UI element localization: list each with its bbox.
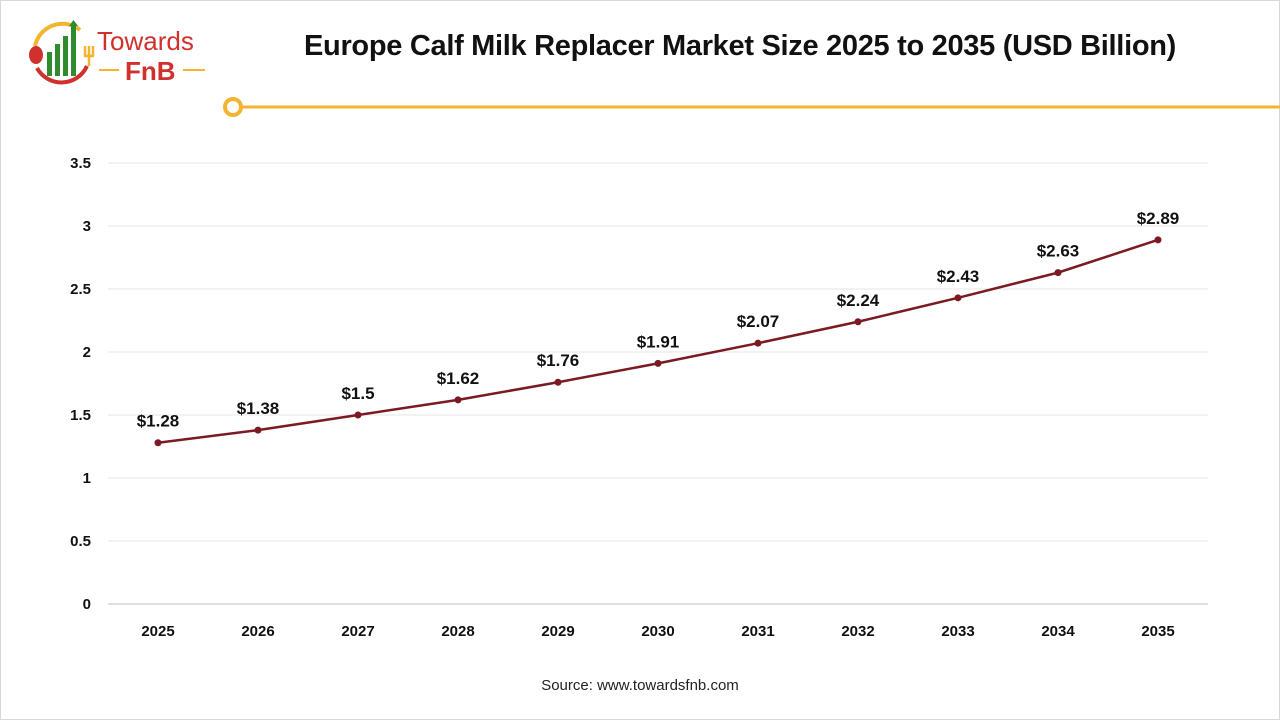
data-point [1054,269,1062,277]
y-tick-label: 3 [83,218,91,235]
towards-fnb-logo: Towards FnB [25,18,215,88]
y-tick-label: 0 [83,596,91,613]
x-tick-label: 2026 [241,623,274,640]
data-label: $1.28 [137,412,180,431]
x-tick-label: 2027 [341,623,374,640]
data-point [754,339,762,347]
data-label: $1.76 [537,351,580,370]
data-point [1154,236,1162,244]
data-label: $2.24 [837,291,880,310]
data-label: $2.63 [1037,242,1080,261]
data-point [954,294,962,302]
y-tick-label: 2 [83,344,91,361]
x-tick-label: 2032 [841,623,874,640]
x-tick-label: 2029 [541,623,574,640]
y-tick-label: 3.5 [70,155,91,172]
x-tick-label: 2033 [941,623,974,640]
data-label: $1.62 [437,369,480,388]
y-tick-label: 1 [83,470,91,487]
y-tick-label: 1.5 [70,407,91,424]
x-tick-label: 2025 [141,623,174,640]
data-label: $2.89 [1137,209,1180,228]
data-point [554,378,562,386]
data-point [254,426,262,434]
x-tick-label: 2028 [441,623,474,640]
x-tick-label: 2030 [641,623,674,640]
logo-text-fnb: FnB [125,56,176,86]
data-point [854,318,862,326]
y-tick-label: 0.5 [70,533,91,550]
data-label: $1.38 [237,399,280,418]
data-point [654,359,662,367]
data-point [354,411,362,419]
data-label: $2.07 [737,312,780,331]
x-tick-label: 2034 [1041,623,1075,640]
y-tick-label: 2.5 [70,281,91,298]
data-point [154,439,162,447]
chart-title: Europe Calf Milk Replacer Market Size 20… [303,30,1177,62]
data-point [454,396,462,404]
x-tick-label: 2031 [741,623,774,640]
x-tick-label: 2035 [1141,623,1174,640]
logo-text-towards: Towards [97,26,194,56]
data-label: $1.5 [341,384,374,403]
logo-icon: Towards FnB [29,20,205,86]
title-underline-dot [223,97,243,117]
source-note: Source: www.towardsfnb.com [541,677,739,694]
data-label: $1.91 [637,332,680,351]
data-label: $2.43 [937,267,980,286]
